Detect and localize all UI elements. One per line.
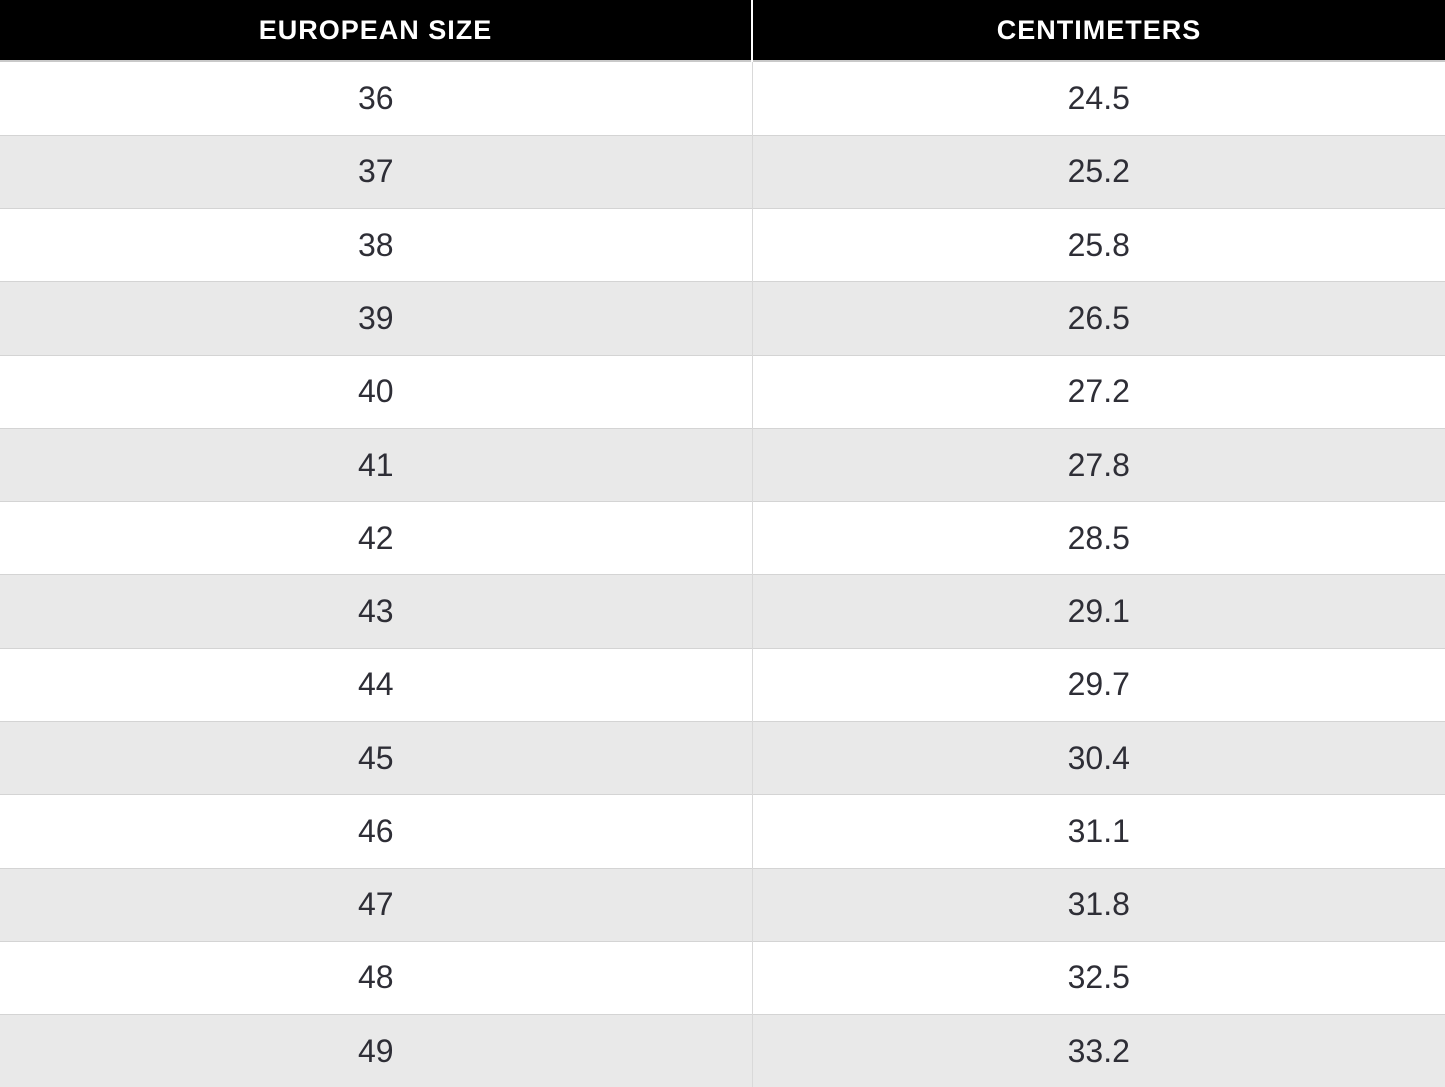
centimeters-cell: 33.2 [751, 1014, 1445, 1087]
centimeters-cell: 29.7 [751, 648, 1445, 722]
european-size-cell: 38 [357, 226, 394, 263]
table-row: 41 27.8 [0, 428, 1445, 502]
european-size-cell: 47 [357, 886, 394, 923]
centimeters-cell: 28.5 [751, 501, 1445, 575]
centimeters-cell: 25.8 [751, 208, 1445, 282]
centimeters-cell: 29.1 [751, 574, 1445, 649]
european-size-cell: 48 [357, 959, 394, 996]
european-size-cell: 46 [357, 812, 394, 849]
centimeters-cell: 27.8 [751, 428, 1445, 502]
european-size-cell: 43 [357, 593, 394, 630]
centimeters-cell: 25.2 [751, 135, 1445, 209]
table-row: 49 33.2 [0, 1014, 1445, 1087]
european-size-cell: 36 [357, 79, 394, 116]
european-size-cell: 44 [357, 666, 394, 703]
column-header-centimeters: CENTIMETERS [751, 0, 1445, 61]
european-size-cell: 41 [357, 446, 394, 483]
table-row: 46 31.1 [0, 794, 1445, 869]
centimeters-cell: 32.5 [751, 941, 1445, 1015]
european-size-cell: 39 [357, 299, 394, 336]
centimeters-cell: 31.1 [751, 794, 1445, 869]
header-row: EUROPEAN SIZE CENTIMETERS [0, 0, 1445, 61]
centimeters-cell: 31.8 [751, 868, 1445, 942]
table-header: EUROPEAN SIZE CENTIMETERS [0, 0, 1445, 61]
table-body: 36 24.5 37 25.2 38 25.8 39 26.5 40 27.2 41 27.8 42 28… [0, 61, 1445, 1087]
centimeters-cell: 27.2 [751, 355, 1445, 429]
centimeters-cell: 24.5 [751, 61, 1445, 136]
table-row: 44 29.7 [0, 648, 1445, 722]
european-size-cell: 45 [357, 739, 394, 776]
european-size-cell: 37 [357, 153, 394, 190]
table-row: 38 25.8 [0, 208, 1445, 282]
table-row: 47 31.8 [0, 868, 1445, 942]
centimeters-cell: 30.4 [751, 721, 1445, 795]
european-size-cell: 42 [357, 519, 394, 556]
column-header-european-size: EUROPEAN SIZE [0, 0, 752, 61]
table-row: 40 27.2 [0, 355, 1445, 429]
table-row: 37 25.2 [0, 135, 1445, 209]
european-size-cell: 40 [357, 373, 394, 410]
table-row: 48 32.5 [0, 941, 1445, 1015]
table-row: 43 29.1 [0, 574, 1445, 649]
table-row: 45 30.4 [0, 721, 1445, 795]
table-row: 39 26.5 [0, 281, 1445, 356]
european-size-cell: 49 [357, 1032, 394, 1069]
table-row: 36 24.5 [0, 61, 1445, 136]
table-row: 42 28.5 [0, 501, 1445, 575]
centimeters-cell: 26.5 [751, 281, 1445, 356]
